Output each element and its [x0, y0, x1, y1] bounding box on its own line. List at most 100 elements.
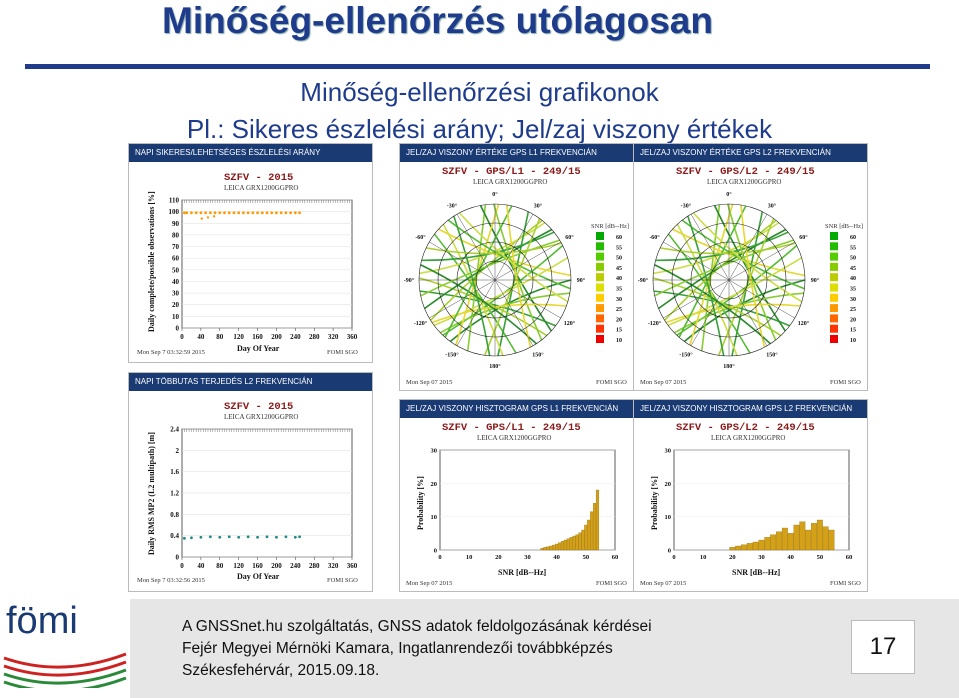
snr-l2-scale-swatch — [830, 304, 838, 313]
title-divider — [25, 64, 930, 69]
snr-l1-foot-left: Mon Sep 07 2015 — [406, 379, 453, 386]
snr-l2-header: JEL/ZAJ VISZONY ÉRTÉKE GPS L2 FREKVENCIÁ… — [634, 144, 867, 162]
snr-l1-azimuth-label: -150° — [445, 351, 459, 358]
snr-l2-azimuth-label: -30° — [681, 203, 692, 210]
snr-l1-azimuth-label: 60° — [565, 234, 574, 241]
snr-l1-scale-label: 50 — [616, 256, 622, 262]
hist-l1-bar — [563, 539, 567, 551]
multipath-xtick: 0 — [180, 562, 184, 570]
snr-l1-plot-subtitle: LEICA GRX1200GGPRO — [473, 178, 548, 186]
hist-l2-bar — [735, 545, 742, 551]
hist-l1-bar — [560, 541, 565, 551]
hist-l2-xlabel: SNR [dB--Hz] — [732, 568, 781, 577]
snr-l1-azimuth-label: 150° — [532, 351, 544, 358]
snr-l1-scale-label: 40 — [616, 276, 622, 282]
hist-l1-bar — [543, 547, 547, 551]
hist-l1-bar — [546, 546, 550, 551]
multipath-ytick: 2 — [176, 447, 180, 455]
hist-l1-bar — [593, 503, 597, 551]
hist-l1-foot-left: Mon Sep 07 2015 — [406, 580, 453, 587]
hist-l2-bar — [799, 521, 806, 551]
hist-l2-xtick: 40 — [787, 554, 794, 561]
snr-l2-plot-subtitle: LEICA GRX1200GGPRO — [707, 178, 782, 186]
page-number: 17 — [851, 620, 915, 674]
ratio-panel: NAPI SIKERES/LEHETSÉGES ÉSZLELÉSI ARÁNY … — [128, 143, 373, 363]
snr-l1-azimuth-line — [494, 241, 561, 281]
snr-l1-scale-swatch — [596, 335, 604, 343]
hist-l1-bar — [549, 545, 553, 551]
snr-l1-scale-label: 15 — [616, 328, 622, 334]
snr-l1-scale-swatch — [596, 283, 604, 292]
hist-l1-bar — [584, 524, 588, 551]
snr-l2-azimuth-line — [728, 279, 768, 346]
hist-l2-xtick: 0 — [672, 554, 675, 561]
hist-l2-xtick: 10 — [700, 554, 707, 561]
snr-l2-scale-label: 55 — [850, 245, 856, 251]
ratio-xtick: 40 — [197, 333, 205, 341]
ratio-point — [251, 211, 255, 215]
snr-l1-scale-label: 60 — [616, 235, 622, 241]
ratio-ytick: 0 — [176, 325, 180, 333]
hist-l1-chart: 30 20 10 00 10 20 30 40 50 60 — [431, 448, 619, 562]
multipath-ytick: 0.4 — [170, 532, 179, 540]
multipath-point — [284, 535, 288, 539]
multipath-xtick: 80 — [216, 562, 224, 570]
hist-l2-bar — [741, 544, 747, 551]
hist-l2-bar — [787, 533, 794, 551]
snr-l2-skyplot: 0° 30° 60° 90° 120° 150° 180° -150° -120° -90° -60… — [638, 191, 856, 370]
multipath-point — [298, 535, 301, 539]
snr-l1-scale-swatch — [596, 273, 604, 282]
multipath-chart: 2.4 2 1.6 1.2 0.8 0.4 00 40 80 120 160 200 240 280 320… — [170, 426, 358, 571]
multipath-panel: NAPI TÖBBUTAS TERJEDÉS L2 FREKVENCIÁN SZ… — [128, 372, 373, 592]
ratio-plot-subtitle: LEICA GRX1200GGPRO — [224, 184, 299, 192]
snr-l2-azimuth-line — [728, 241, 795, 281]
ratio-ytick: 60 — [172, 255, 180, 263]
ratio-ytick: 20 — [172, 301, 180, 309]
ratio-point — [208, 211, 212, 215]
snr-l2-azimuth-line — [728, 214, 768, 281]
multipath-xtick: 200 — [271, 562, 282, 570]
snr-l1-scale-swatch — [596, 242, 604, 251]
snr-l1-azimuth-label: -120° — [414, 320, 428, 327]
snr-l2-satellite-track — [678, 205, 747, 338]
snr-l1-scale-label: 45 — [616, 266, 622, 272]
snr-l1-scale-swatch — [596, 304, 604, 313]
snr-l2-azimuth-line — [728, 279, 795, 319]
snr-l1-scale-swatch — [596, 232, 604, 240]
ratio-xlabel: Day Of Year — [237, 344, 280, 353]
fomi-logo: fömi — [6, 600, 78, 642]
multipath-point — [199, 535, 203, 539]
hist-l1-bar — [569, 537, 573, 551]
hist-l1-bar — [572, 535, 576, 551]
ratio-point — [260, 211, 264, 215]
hist-l2-xtick: 60 — [846, 554, 853, 561]
snr-l1-azimuth-label: 120° — [564, 320, 576, 327]
hist-l1-xtick: 0 — [438, 554, 441, 561]
snr-l1-satellite-track — [506, 204, 532, 348]
multipath-point — [218, 535, 222, 539]
hist-l2-xtick: 20 — [729, 554, 736, 561]
snr-l2-azimuth-label: 150° — [766, 351, 778, 358]
multipath-point — [246, 535, 250, 539]
multipath-point — [256, 535, 259, 539]
snr-l1-satellite-track — [420, 239, 560, 297]
snr-l2-satellite-track — [740, 204, 766, 348]
hist-l1-header: JEL/ZAJ VISZONY HISZTOGRAM GPS L1 FREKVE… — [400, 400, 633, 418]
snr-l2-scale-swatch — [830, 252, 838, 261]
snr-l1-satellite-track — [433, 257, 569, 327]
hist-l2-bar — [828, 529, 835, 551]
ratio-plot-area — [181, 199, 353, 329]
ratio-outlier-point — [200, 217, 204, 220]
hist-l1-ytick: 10 — [431, 514, 438, 521]
snr-l1-skyplot-group: 0° 30° 60° 90° 120° 150° 180° -150° -120° -90° -60… — [404, 191, 586, 370]
snr-l2-skyplot-group: 0° 30° 60° 90° 120° 150° 180° -150° -120° -90° -60… — [638, 191, 820, 370]
hist-l1-bar — [590, 511, 594, 551]
ratio-ytick: 70 — [172, 243, 180, 251]
hist-l2-xtick: 50 — [817, 554, 824, 561]
snr-l1-scale-swatch — [596, 262, 604, 271]
hist-l2-bar — [781, 527, 788, 551]
multipath-ytick: 2.4 — [170, 426, 179, 434]
snr-l1-satellite-track — [444, 205, 513, 338]
snr-l1-azimuth-line — [429, 279, 496, 319]
hist-l2-foot-right: FOMI SGO — [830, 580, 861, 587]
